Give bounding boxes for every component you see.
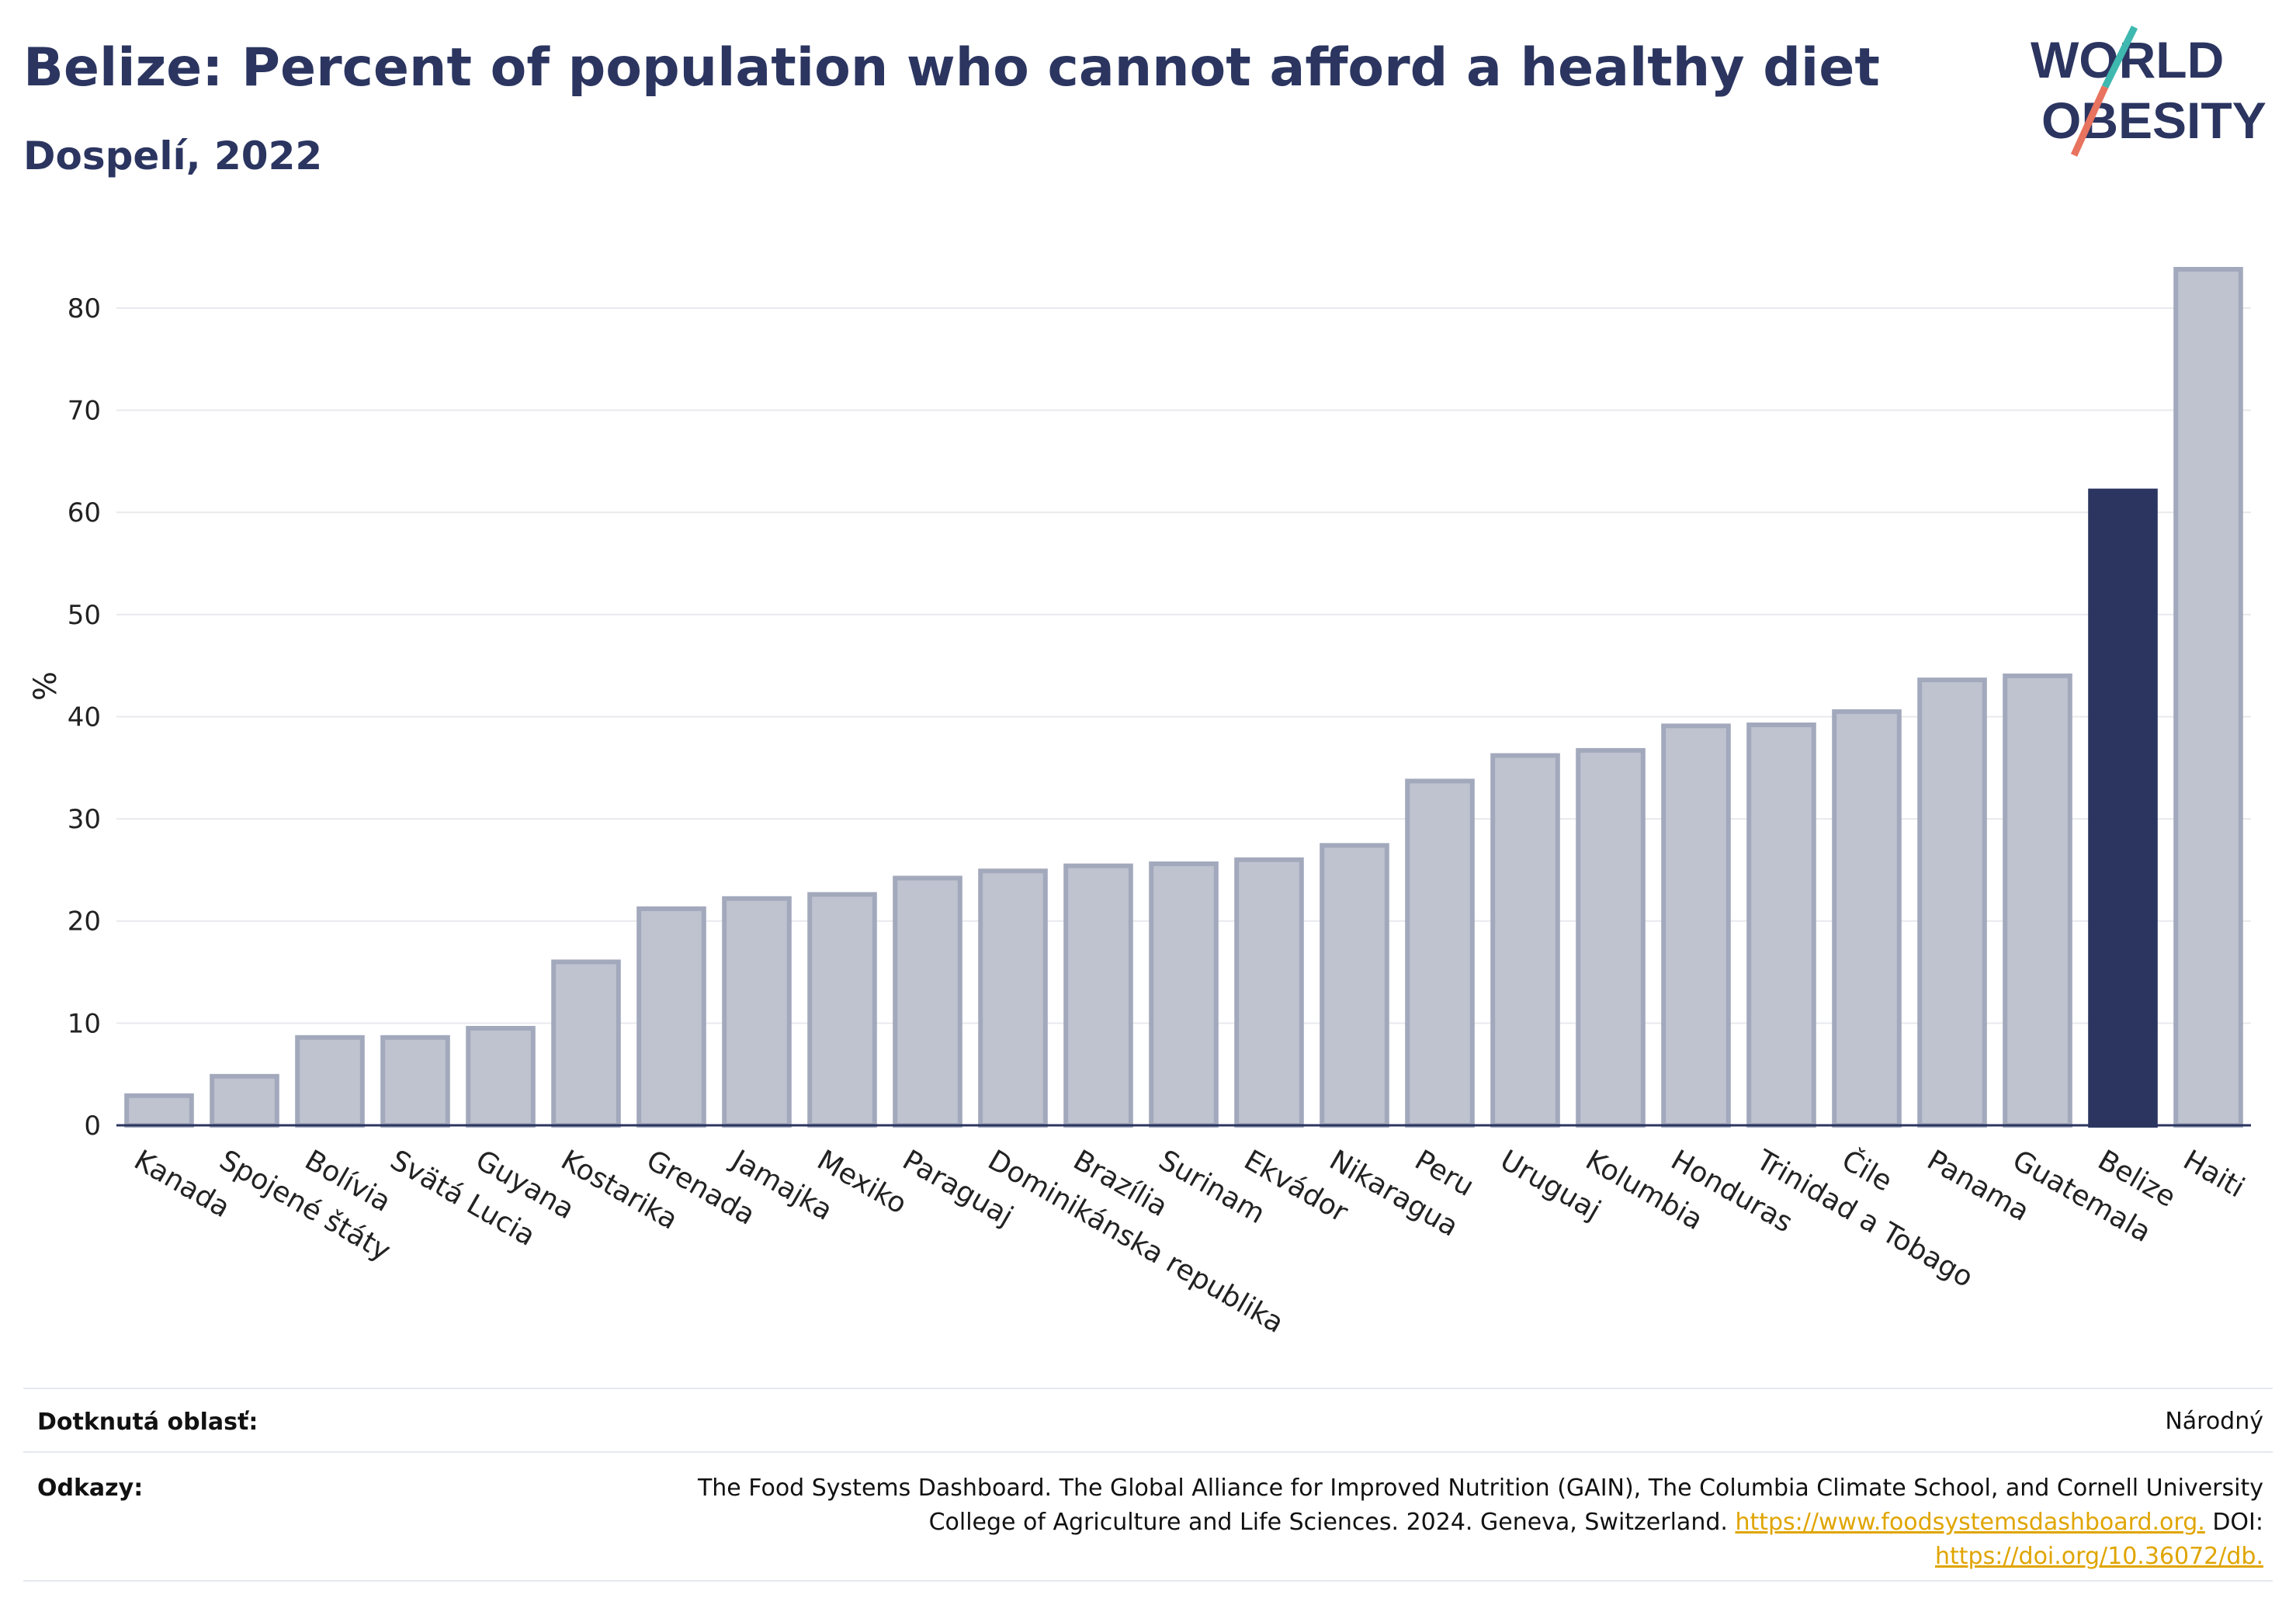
logo-slash-red xyxy=(2070,85,2109,157)
bar xyxy=(722,896,792,1128)
bar xyxy=(210,1073,279,1128)
x-tick-label: Haiti xyxy=(2178,1144,2250,1204)
y-axis-label: % xyxy=(28,671,64,701)
footer-area-value: Národný xyxy=(2165,1408,2263,1435)
footer-refs-text2: College of Agriculture and Life Sciences… xyxy=(928,1509,1728,1536)
y-tick-label: 60 xyxy=(68,497,101,529)
bar xyxy=(1917,678,1987,1128)
logo-slash-teal xyxy=(2101,26,2138,88)
y-tick-label: 30 xyxy=(68,804,101,835)
footer-refs: The Food Systems Dashboard. The Global A… xyxy=(478,1471,2263,1574)
bar xyxy=(807,892,877,1128)
bar xyxy=(978,868,1048,1128)
footer-refs-line1: The Food Systems Dashboard. The Global A… xyxy=(697,1475,2263,1502)
bar xyxy=(380,1035,450,1128)
bar xyxy=(1234,857,1304,1128)
bar xyxy=(1746,723,1816,1128)
world-obesity-logo: WORLD OBESITY xyxy=(2031,26,2267,157)
bar xyxy=(551,959,621,1128)
bar xyxy=(124,1093,194,1128)
bar xyxy=(2003,673,2072,1128)
footer-refs-label: Odkazy: xyxy=(37,1475,144,1502)
bar xyxy=(893,875,962,1128)
bar xyxy=(295,1035,365,1128)
bar xyxy=(1832,709,1902,1128)
footer-doi-label: DOI: xyxy=(2212,1509,2263,1536)
bar xyxy=(1576,747,1646,1128)
bar xyxy=(466,1025,536,1128)
bar xyxy=(1661,723,1731,1128)
footer-refs-line2: College of Agriculture and Life Sciences… xyxy=(478,1506,2263,1540)
y-tick-label: 0 xyxy=(84,1111,101,1142)
y-tick-label: 70 xyxy=(68,396,101,427)
footer-divider-mid xyxy=(23,1451,2273,1453)
bar xyxy=(1490,753,1560,1128)
bar xyxy=(2088,488,2158,1128)
bar xyxy=(1063,863,1133,1128)
bar xyxy=(1405,778,1475,1128)
x-tick-label: Kanada xyxy=(129,1144,235,1224)
y-tick-label: 50 xyxy=(68,600,101,631)
chart-title: Belize: Percent of population who cannot… xyxy=(23,37,1880,99)
y-tick-label: 10 xyxy=(68,1008,101,1039)
y-tick-label: 20 xyxy=(68,906,101,938)
bar xyxy=(1149,861,1219,1128)
footer-divider-bottom xyxy=(23,1580,2273,1582)
chart-subtitle: Dospelí, 2022 xyxy=(23,133,323,178)
y-tick-label: 40 xyxy=(68,702,101,733)
bar xyxy=(636,906,706,1128)
bar xyxy=(1320,843,1389,1128)
footer-area-label: Dotknutá oblasť: xyxy=(37,1409,258,1436)
footer-link-doi[interactable]: https://doi.org/10.36072/db. xyxy=(1935,1543,2263,1570)
y-tick-label: 80 xyxy=(68,293,101,324)
footer-divider-top xyxy=(23,1388,2273,1389)
bar xyxy=(2173,266,2243,1128)
footer-link-dashboard[interactable]: https://www.foodsystemsdashboard.org. xyxy=(1735,1509,2205,1536)
